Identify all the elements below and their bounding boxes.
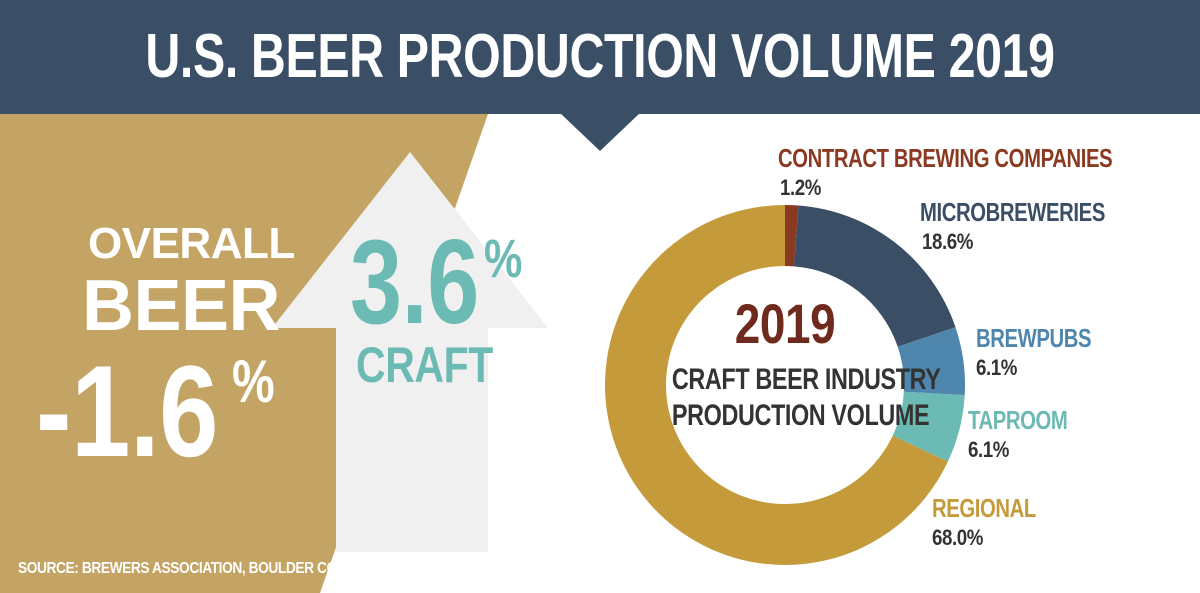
overall-percent: -1.6 (36, 338, 219, 484)
source-note: SOURCE: BREWERS ASSOCIATION, BOULDER CO (18, 560, 337, 577)
donut-slices (605, 205, 966, 565)
background-graphics (0, 114, 548, 593)
donut-slice-regional (605, 205, 948, 565)
chart-subtitle-line-1: CRAFT BEER INDUSTRY (671, 363, 941, 396)
slice-name-taproom: TAPROOM (968, 405, 1068, 435)
slice-value-microbreweries: 18.6% (922, 229, 973, 254)
chart-title: 2019 (734, 292, 836, 355)
slice-name-contract: CONTRACT BREWING COMPANIES (778, 143, 1113, 173)
slice-value-contract: 1.2% (780, 175, 821, 200)
chart-subtitle-line-2: PRODUCTION VOLUME (671, 399, 930, 432)
header-banner (0, 0, 1200, 114)
slice-value-regional: 68.0% (932, 525, 983, 550)
overall-percent-sign: % (232, 348, 275, 415)
donut-slice-taproom (892, 391, 965, 462)
overall-label: OVERALL (88, 219, 295, 268)
slice-value-brewpubs: 6.1% (976, 355, 1017, 380)
donut-slice-contract-brewing-companies (785, 205, 799, 267)
slice-name-microbreweries: MICROBREWERIES (920, 197, 1105, 227)
page-title: U.S. BEER PRODUCTION VOLUME 2019 (145, 22, 1055, 91)
slice-name-regional: REGIONAL (932, 493, 1036, 523)
header-pointer (560, 113, 640, 151)
beer-label: BEER (82, 266, 281, 346)
craft-percent-sign: % (484, 229, 523, 289)
craft-percent: 3.6 (350, 215, 479, 349)
up-arrow (272, 152, 548, 552)
craft-label: CRAFT (356, 337, 493, 393)
donut-slice-microbreweries (793, 205, 956, 347)
slice-name-brewpubs: BREWPUBS (976, 323, 1092, 353)
slice-value-taproom: 6.1% (968, 437, 1009, 462)
donut-slice-brewpubs (897, 327, 966, 396)
